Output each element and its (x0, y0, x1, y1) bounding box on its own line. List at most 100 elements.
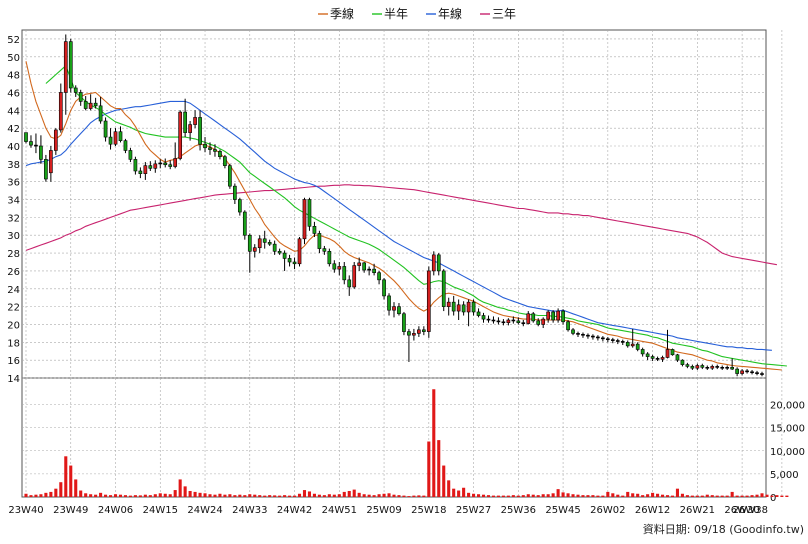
volume-bar (317, 494, 321, 497)
candle-body (397, 306, 401, 315)
volume-bar (576, 494, 580, 497)
candle-body (407, 331, 411, 336)
x-tick-label: 26W38 (733, 505, 768, 516)
volume-bar (665, 495, 670, 497)
price-tick-label: 26 (7, 267, 20, 278)
candle-body (307, 199, 312, 227)
candle-body (680, 359, 685, 365)
volume-bar (332, 494, 336, 497)
volume-bar (755, 494, 759, 497)
source-note: 資料日期: 09/18 (Goodinfo.tw) (642, 523, 804, 536)
volume-bar (452, 488, 456, 497)
price-panel (21, 29, 767, 379)
candle-body (108, 136, 113, 145)
volume-bar (288, 495, 292, 497)
price-tick-label: 24 (7, 285, 20, 296)
volume-tick-label: 20,000 (770, 401, 805, 412)
x-tick-label: 26W12 (635, 505, 670, 516)
volume-bar (148, 495, 152, 497)
volume-bar (765, 494, 769, 497)
candle-body (625, 342, 630, 347)
volume-bar (496, 495, 500, 497)
candle-body (730, 366, 735, 370)
candle-body (168, 164, 173, 167)
candle-body (203, 143, 207, 149)
candle-body (347, 279, 352, 288)
candle-body (277, 250, 282, 254)
candle-body (635, 343, 640, 350)
volume-bar (258, 495, 262, 497)
volume-bar (660, 494, 665, 497)
volume-bar (730, 491, 734, 497)
volume-bar (188, 490, 192, 497)
candle-body (322, 248, 327, 252)
volume-bar (621, 495, 625, 497)
volume-bar (79, 490, 83, 497)
candle-body (630, 343, 635, 347)
volume-bar (432, 389, 436, 497)
candle-body (466, 301, 471, 313)
x-tick-label: 26W21 (680, 505, 715, 516)
candle-body (387, 295, 391, 311)
candle-body (332, 263, 337, 270)
volume-bar (481, 494, 486, 497)
volume-tick-label: 5,000 (770, 470, 799, 481)
volume-bar (740, 495, 744, 497)
volume-bar (24, 493, 28, 497)
volume-bar (581, 495, 585, 497)
volume-bar (203, 493, 207, 497)
volume-bar (690, 495, 694, 497)
candle-body (665, 349, 670, 358)
volume-bar (646, 494, 650, 497)
price-tick-label: 34 (7, 196, 20, 207)
volume-bar (631, 493, 635, 497)
candle-body (481, 315, 486, 320)
candle-body (143, 165, 148, 174)
candle-body (317, 233, 322, 249)
candle-body (700, 365, 705, 368)
volume-bar (382, 493, 386, 497)
candle-body (63, 41, 68, 93)
volume-bar (84, 493, 88, 497)
candle-body (526, 313, 531, 324)
candle-body (615, 340, 620, 342)
volume-bar (69, 465, 73, 497)
volume-bar (163, 493, 167, 497)
candle-body (745, 370, 749, 373)
volume-bar (705, 494, 709, 497)
x-tick-label: 25W45 (545, 505, 580, 516)
candle-body (650, 356, 655, 359)
candle-body (695, 365, 700, 369)
volume-bar (541, 494, 545, 497)
candle-body (352, 265, 357, 288)
volume-bar (357, 492, 361, 497)
ma-year-line (25, 100, 772, 351)
candle-body (441, 270, 446, 307)
candle-body (292, 261, 297, 265)
volume-bar (606, 491, 610, 497)
candle-body (601, 337, 605, 340)
volume-bar (715, 495, 719, 497)
x-tick-label: 24W51 (322, 505, 357, 516)
candle-body (29, 141, 33, 146)
candle-body (436, 254, 441, 272)
volume-bar (626, 491, 630, 497)
candle-body (173, 158, 178, 167)
x-tick-label: 24W24 (187, 505, 222, 516)
volume-bar (745, 495, 749, 497)
candle-body (536, 320, 541, 325)
volume-bar (387, 493, 391, 497)
volume-bar (158, 493, 162, 497)
candle-body (233, 185, 237, 200)
candle-body (431, 254, 436, 272)
volume-bar (263, 495, 267, 497)
candle-body (148, 165, 153, 169)
candle-body (740, 370, 744, 374)
volume-bar (785, 495, 789, 497)
candle-body (113, 131, 118, 145)
candle-body (382, 279, 386, 297)
volume-bar (99, 492, 103, 497)
volume-bar (685, 495, 689, 497)
price-tick-label: 44 (7, 106, 20, 117)
